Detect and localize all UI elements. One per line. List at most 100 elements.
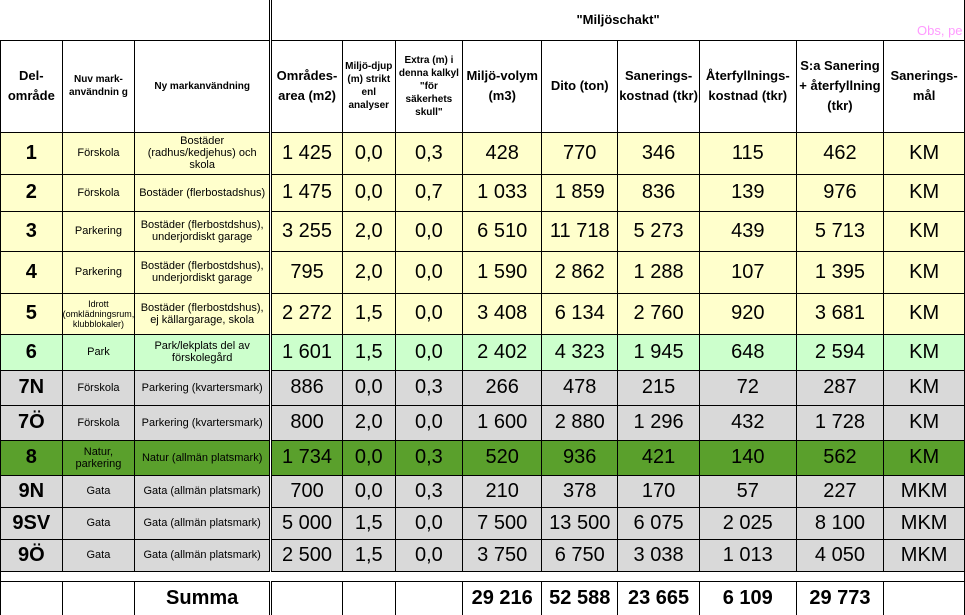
cell-total-cost: 5 713 xyxy=(795,210,885,252)
cell-area: 3 255 xyxy=(270,210,343,252)
cell-extra: 0,0 xyxy=(394,333,464,371)
cell-total-cost: 1 728 xyxy=(795,404,885,441)
cell-area: 2 500 xyxy=(270,538,343,572)
cell-extra: 0,7 xyxy=(394,173,464,212)
cell-new-use: Gata (allmän platsmark) xyxy=(134,538,273,572)
cell-zone: 7N xyxy=(0,369,63,406)
cell-total-cost: 1 395 xyxy=(795,250,885,294)
cell-remediation-cost: 215 xyxy=(617,369,700,406)
cell-zone: 1 xyxy=(0,131,63,175)
cell-current-use: Gata xyxy=(61,538,136,572)
summary-backfill-cost: 6 109 xyxy=(698,580,797,615)
table-row: 2 Förskola Bostäder (flerbostadshus) 1 475 0… xyxy=(0,173,965,212)
cell-volume: 3 408 xyxy=(462,292,543,335)
cell-current-use: Idrott (omklädningsrum, klubblokaler) xyxy=(61,292,136,335)
header-extra: Extra (m) i denna kalkyl "för säkerhets … xyxy=(394,39,464,133)
cell-depth: 0,0 xyxy=(341,131,396,175)
cell-area: 886 xyxy=(270,369,343,406)
cell-area: 800 xyxy=(270,404,343,441)
cell-depth: 0,0 xyxy=(341,173,396,212)
cell-new-use: Park/lekplats del av förskolegård xyxy=(134,333,273,371)
cell-depth: 1,5 xyxy=(341,538,396,572)
cell-tons: 378 xyxy=(541,474,619,508)
header-volume: Miljö-volym (m3) xyxy=(462,39,543,133)
cell-total-cost: 4 050 xyxy=(795,538,885,572)
cell-new-use: Bostäder (radhus/kedjehus) och skola xyxy=(134,131,273,175)
cell-backfill-cost: 1 013 xyxy=(698,538,797,572)
cell-total-cost: 287 xyxy=(795,369,885,406)
cell-volume: 428 xyxy=(462,131,543,175)
cell-target: KM xyxy=(883,404,965,441)
header-depth: Miljö-djup (m) strikt enl analyser xyxy=(341,39,396,133)
cell-remediation-cost: 1 945 xyxy=(617,333,700,371)
cell-tons: 478 xyxy=(541,369,619,406)
summary-volume: 29 216 xyxy=(462,580,543,615)
cell-depth: 2,0 xyxy=(341,404,396,441)
summary-label: Summa xyxy=(134,580,273,615)
obs-note: Obs, pe xyxy=(917,23,963,38)
cell-remediation-cost: 2 760 xyxy=(617,292,700,335)
cell-extra: 0,3 xyxy=(394,474,464,508)
cell-volume: 1 033 xyxy=(462,173,543,212)
header-area: Områdes-area (m2) xyxy=(270,39,343,133)
cell-zone: 9N xyxy=(0,474,63,508)
cell-new-use: Parkering (kvartersmark) xyxy=(134,404,273,441)
cell-backfill-cost: 439 xyxy=(698,210,797,252)
cell-tons: 4 323 xyxy=(541,333,619,371)
cell-target: MKM xyxy=(883,506,965,540)
cell-target: KM xyxy=(883,333,965,371)
summary-row: Summa 29 216 52 588 23 665 6 109 29 773 xyxy=(0,580,965,615)
cell-backfill-cost: 57 xyxy=(698,474,797,508)
cell-new-use: Bostäder (flerbostdshus), underjordiskt … xyxy=(134,210,273,252)
cell-backfill-cost: 648 xyxy=(698,333,797,371)
table-row: 9SV Gata Gata (allmän platsmark) 5 000 1,5 0,… xyxy=(0,506,965,540)
cell-remediation-cost: 836 xyxy=(617,173,700,212)
header-remediation-cost: Sanerings-kostnad (tkr) xyxy=(617,39,700,133)
cell-volume: 1 590 xyxy=(462,250,543,294)
cell-zone: 9Ö xyxy=(0,538,63,572)
cell-depth: 2,0 xyxy=(341,210,396,252)
header-backfill-cost: Återfyllnings-kostnad (tkr) xyxy=(698,39,797,133)
cell-depth: 2,0 xyxy=(341,250,396,294)
cell-area: 1 475 xyxy=(270,173,343,212)
summary-remediation-cost: 23 665 xyxy=(617,580,700,615)
cell-current-use: Förskola xyxy=(61,131,136,175)
summary-blank xyxy=(61,580,136,615)
cell-volume: 1 600 xyxy=(462,404,543,441)
cell-target: KM xyxy=(883,369,965,406)
summary-tons: 52 588 xyxy=(541,580,619,615)
cell-target: KM xyxy=(883,250,965,294)
summary-total-cost: 29 773 xyxy=(795,580,885,615)
summary-blank xyxy=(341,580,396,615)
cell-current-use: Förskola xyxy=(61,369,136,406)
cell-volume: 6 510 xyxy=(462,210,543,252)
cell-extra: 0,3 xyxy=(394,131,464,175)
cell-tons: 11 718 xyxy=(541,210,619,252)
cell-depth: 0,0 xyxy=(341,369,396,406)
cell-volume: 2 402 xyxy=(462,333,543,371)
cell-total-cost: 462 xyxy=(795,131,885,175)
table-row: 7N Förskola Parkering (kvartersmark) 886 0,0… xyxy=(0,369,965,406)
cell-depth: 0,0 xyxy=(341,439,396,476)
table-row: 1 Förskola Bostäder (radhus/kedjehus) och … xyxy=(0,131,965,175)
cell-remediation-cost: 170 xyxy=(617,474,700,508)
cell-extra: 0,0 xyxy=(394,210,464,252)
cell-backfill-cost: 2 025 xyxy=(698,506,797,540)
cell-backfill-cost: 920 xyxy=(698,292,797,335)
cell-target: KM xyxy=(883,131,965,175)
cell-new-use: Natur (allmän platsmark) xyxy=(134,439,273,476)
cell-total-cost: 2 594 xyxy=(795,333,885,371)
banner-spacer xyxy=(0,0,273,40)
cell-remediation-cost: 1 296 xyxy=(617,404,700,441)
cell-tons: 6 134 xyxy=(541,292,619,335)
cell-total-cost: 8 100 xyxy=(795,506,885,540)
cell-depth: 1,5 xyxy=(341,506,396,540)
cell-total-cost: 562 xyxy=(795,439,885,476)
cell-tons: 770 xyxy=(541,131,619,175)
cell-area: 700 xyxy=(270,474,343,508)
header-zone: Del-område xyxy=(0,39,63,133)
cell-total-cost: 227 xyxy=(795,474,885,508)
cell-new-use: Gata (allmän platsmark) xyxy=(134,506,273,540)
table-row: 3 Parkering Bostäder (flerbostdshus), unde… xyxy=(0,210,965,252)
